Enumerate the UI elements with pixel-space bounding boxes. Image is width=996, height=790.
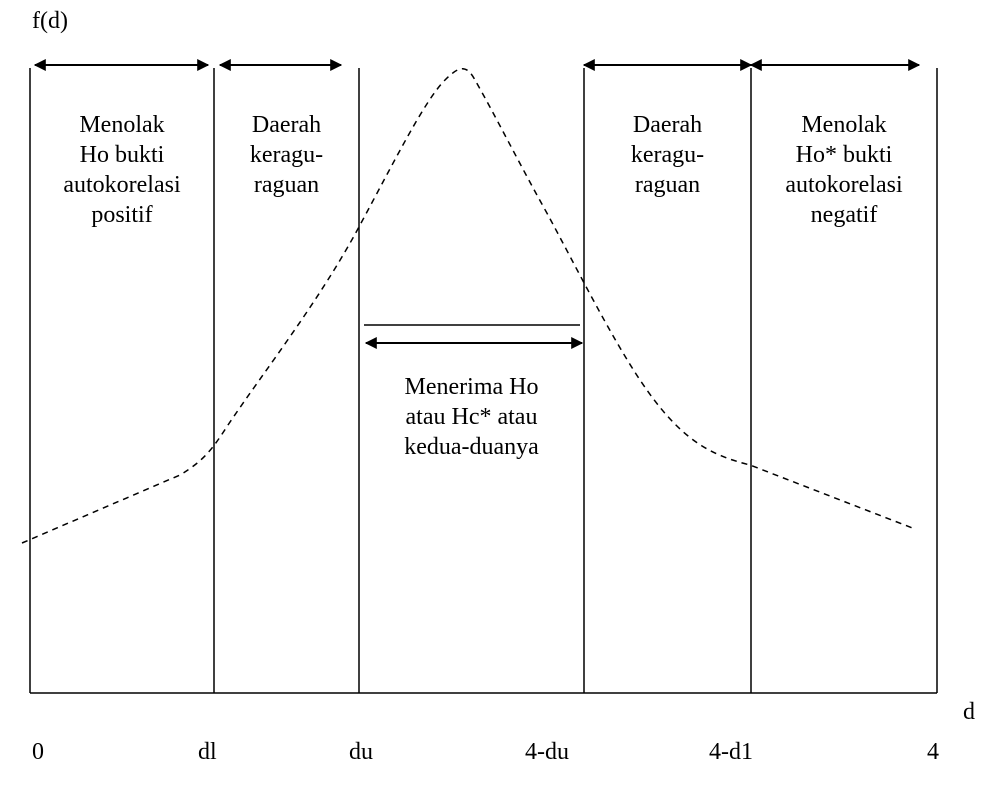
region-text-line: raguan [253, 172, 320, 198]
region-text-line: Menolak [79, 112, 165, 138]
region-text-line: Daerah [632, 112, 703, 138]
region-text-line: atau Hc* atau [405, 404, 538, 430]
region-text-line: Menerima Ho [404, 374, 539, 400]
region-text-line: Menolak [801, 112, 887, 138]
region-text-line: Ho* bukti [795, 142, 893, 168]
tick-label-du: du [349, 739, 373, 765]
region-reject-positive: Menolak Ho bukti autokorelasi positif [30, 110, 214, 230]
tick-label-0: 0 [32, 739, 44, 765]
region-doubt-left: Daerah keragu- raguan [214, 110, 359, 200]
region-text-line: autokorelasi [63, 172, 181, 198]
region-text-line: Ho bukti [79, 142, 165, 168]
region-accept: Menerima Ho atau Hc* atau kedua-duanya [359, 372, 584, 462]
region-text-line: autokorelasi [785, 172, 903, 198]
region-text-line: kedua-duanya [404, 434, 539, 460]
tick-label-4-du: 4-du [525, 739, 569, 765]
region-text-line: negatif [810, 202, 878, 228]
region-doubt-right: Daerah keragu- raguan [584, 110, 751, 200]
y-axis-label: f(d) [32, 8, 68, 34]
tick-label-dl: dl [198, 739, 217, 765]
region-text-line: raguan [634, 172, 701, 198]
region-text-line: keragu- [630, 142, 705, 168]
tick-label-4-dl: 4-d1 [709, 739, 753, 765]
density-curve [21, 68, 916, 544]
region-text-line: positif [91, 202, 153, 228]
tick-label-4: 4 [927, 739, 939, 765]
region-reject-negative: Menolak Ho* bukti autokorelasi negatif [751, 110, 937, 230]
region-text-line: keragu- [249, 142, 324, 168]
region-text-line: Daerah [251, 112, 322, 138]
x-axis-label: d [963, 699, 975, 725]
